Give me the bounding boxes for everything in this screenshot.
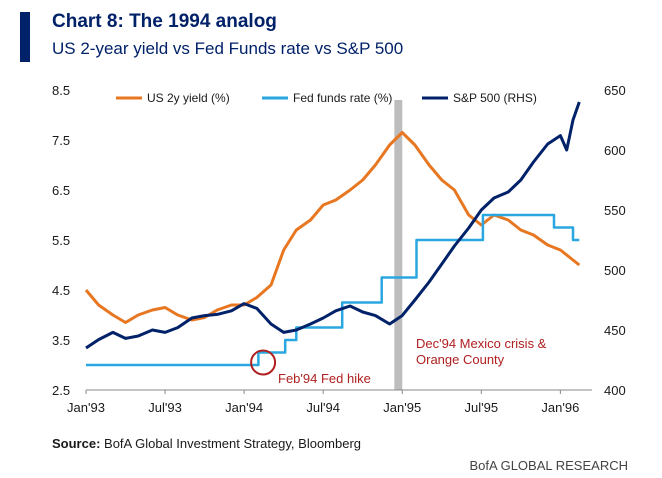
chart-title: Chart 8: The 1994 analog [52,11,277,32]
x-tick-label: Jan'94 [225,400,263,415]
y-right-tick-label: 550 [604,203,626,218]
y-left-tick-label: 7.5 [52,133,70,148]
source-note: Source: BofA Global Investment Strategy,… [52,436,361,451]
y-left-tick-label: 5.5 [52,233,70,248]
legend-label-0: US 2y yield (%) [147,91,230,105]
x-tick-label: Jan'96 [541,400,579,415]
legend-label-2: S&P 500 (RHS) [453,91,537,105]
accent-bar [20,12,30,62]
brand-footer: BofA GLOBAL RESEARCH [469,458,628,473]
chart-plot: Jan'93 Jul'93 Jan'94 Jul'94 Jan'95 Jul'95 Jan'… [52,83,626,415]
series-line-1 [86,213,580,367]
annotation-mexico-line1: Dec'94 Mexico crisis & [416,336,547,351]
fed-hike-circle [250,349,277,376]
legend-label-1: Fed funds rate (%) [293,91,392,105]
chart-subtitle: US 2-year yield vs Fed Funds rate vs S&P… [52,39,404,58]
y-right-tick-label: 650 [604,83,626,98]
shaded-period [394,100,403,390]
y-right-tick-label: 400 [604,383,626,398]
annotation-mexico-line2: Orange County [416,352,505,367]
y-left-tick-label: 8.5 [52,83,70,98]
y-left-tick-label: 3.5 [52,333,70,348]
x-tick-label: Jan'95 [383,400,421,415]
x-tick-label: Jul'93 [148,400,182,415]
x-tick-label: Jan'93 [67,400,105,415]
x-tick-label: Jul'94 [306,400,340,415]
y-left-tick-label: 4.5 [52,283,70,298]
x-tick-label: Jul'95 [465,400,499,415]
series-line-2 [85,101,581,350]
source-text: BofA Global Investment Strategy, Bloombe… [100,436,362,451]
y-left-tick-label: 6.5 [52,183,70,198]
y-right-tick-label: 500 [604,263,626,278]
y-left-tick-label: 2.5 [52,383,70,398]
series-line-0 [84,131,581,324]
y-right-tick-label: 600 [604,143,626,158]
source-label: Source: [52,436,101,451]
annotation-fed-hike: Feb'94 Fed hike [278,371,371,386]
y-right-tick-label: 450 [604,323,626,338]
